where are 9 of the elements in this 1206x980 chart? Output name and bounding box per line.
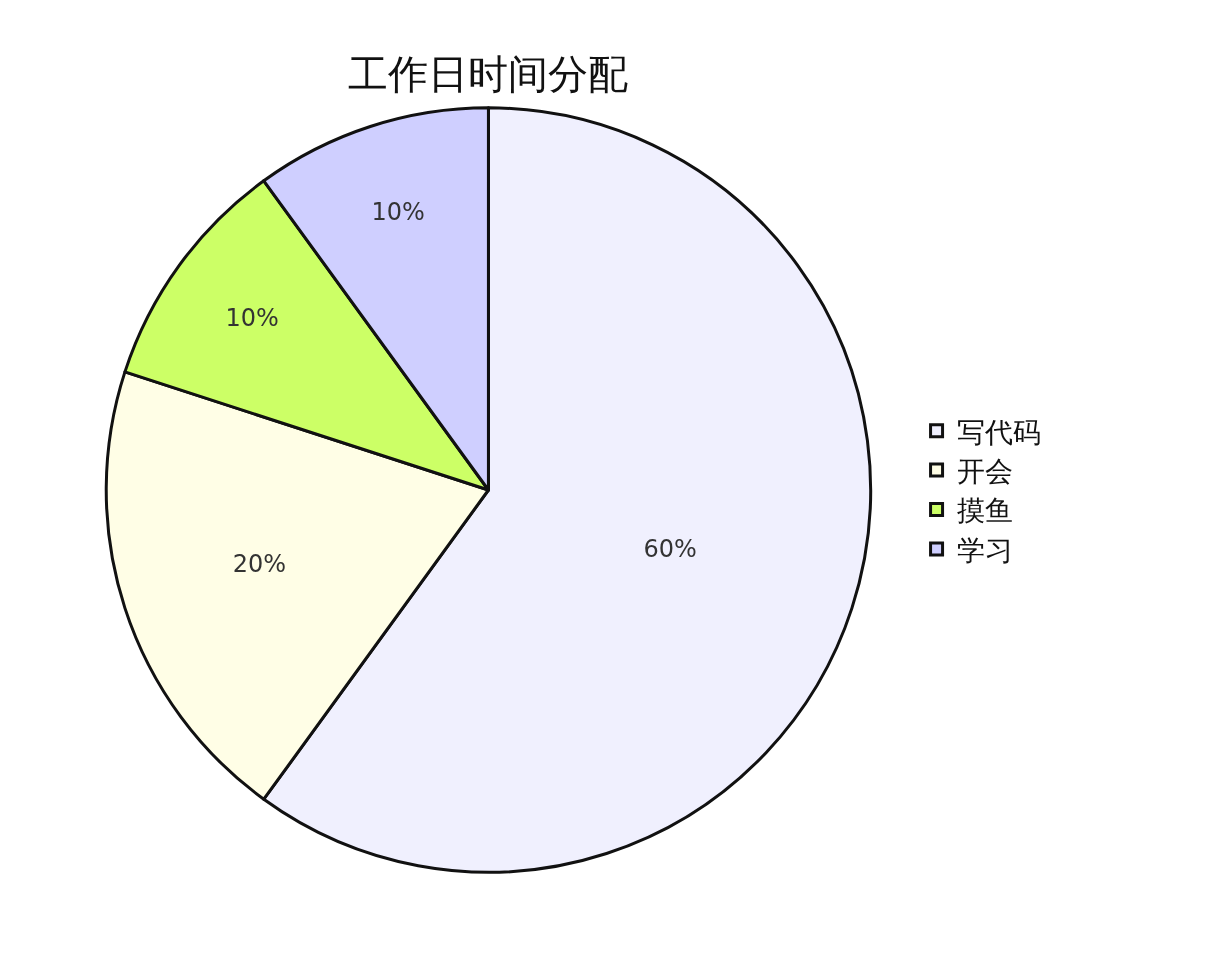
data-label: 60% bbox=[643, 535, 697, 564]
chart-title: 工作日时间分配 bbox=[348, 50, 629, 97]
legend-label: 开会 bbox=[956, 455, 1013, 489]
legend-label: 写代码 bbox=[956, 415, 1041, 449]
legend-label: 摸鱼 bbox=[956, 494, 1013, 528]
data-label: 10% bbox=[225, 304, 279, 333]
data-label: 10% bbox=[371, 198, 425, 227]
legend-label: 学习 bbox=[956, 533, 1013, 567]
data-label: 20% bbox=[232, 550, 287, 579]
